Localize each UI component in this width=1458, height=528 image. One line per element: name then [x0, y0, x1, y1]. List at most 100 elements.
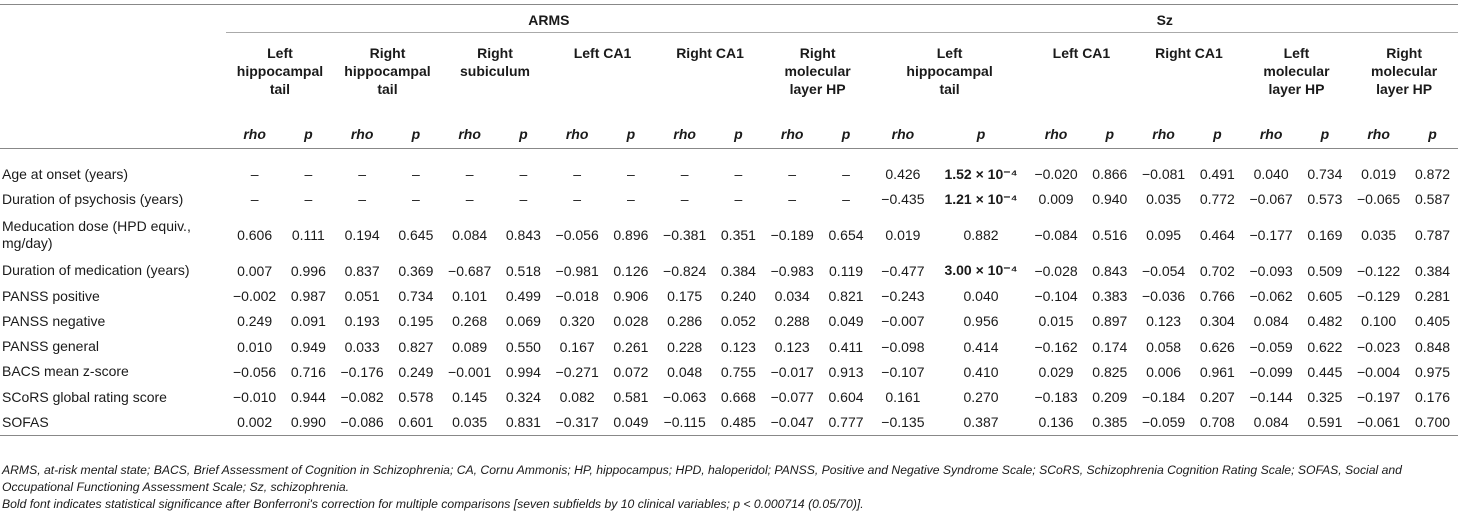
p-cell: 0.587: [1414, 191, 1451, 208]
p-cell: 0.324: [505, 389, 541, 406]
p-header: p: [1213, 126, 1222, 143]
row-label: PANSS general: [2, 338, 100, 355]
rho-cell: −0.056: [555, 227, 599, 244]
p-cell: 0.516: [1092, 227, 1128, 244]
rho-cell: 0.035: [1146, 191, 1182, 208]
p-cell: 0.249: [398, 363, 434, 380]
group-header-row: ARMS Sz: [0, 4, 1458, 33]
p-header: p: [734, 126, 743, 143]
rho-cell: −0.054: [1141, 262, 1186, 279]
p-cell: 0.351: [720, 227, 756, 244]
row-label: SOFAS: [2, 413, 49, 430]
corner-cell: [0, 5, 226, 33]
subfield-header: Left CA1: [1028, 33, 1136, 117]
p-cell: –: [842, 166, 850, 183]
p-cell: 0.949: [290, 338, 326, 355]
subfield-header-line: Right: [369, 45, 406, 61]
p-cell: 3.00 × 10⁻⁴: [944, 262, 1018, 279]
p-cell: 0.848: [1414, 338, 1451, 355]
p-cell: 0.872: [1414, 166, 1451, 183]
p-cell: 0.668: [720, 389, 756, 406]
table-row: Age at onset (years) – – – – – – – – – – – – 0.426 1.5…: [0, 162, 1458, 187]
p-cell: 0.111: [291, 227, 325, 244]
subfield-header: Left hippocampal tail: [226, 33, 334, 117]
rho-cell: −0.981: [555, 262, 599, 279]
subfield-header-line: Left CA1: [1052, 45, 1111, 61]
rho-cell: −0.176: [340, 363, 384, 380]
row-label: SCoRS global rating score: [2, 388, 167, 405]
p-cell: –: [627, 166, 635, 183]
table-row: Duration of psychosis (years) – – – – – – – – – – –…: [0, 187, 1458, 212]
rho-cell: –: [358, 166, 367, 183]
p-cell: 0.578: [398, 389, 434, 406]
rho-cell: −0.243: [881, 288, 925, 305]
rho-cell: −0.122: [1357, 262, 1401, 279]
p-cell: 0.605: [1307, 288, 1343, 305]
p-cell: 0.994: [505, 363, 541, 380]
p-cell: –: [627, 191, 635, 208]
p-cell: 0.913: [828, 363, 864, 380]
abbreviation-footnote: ARMS, at-risk mental state; BACS, Brief …: [2, 463, 1402, 494]
rho-header: rho: [243, 126, 266, 143]
p-cell: 0.072: [613, 363, 649, 380]
p-cell: 0.944: [290, 389, 326, 406]
p-cell: 0.975: [1414, 363, 1451, 380]
rho-cell: 0.006: [1146, 363, 1182, 380]
p-cell: 0.906: [613, 288, 649, 305]
rho-cell: 0.058: [1146, 338, 1182, 355]
rho-header: rho: [1367, 126, 1390, 143]
p-cell: 0.622: [1307, 338, 1343, 355]
p-cell: 0.207: [1199, 389, 1235, 406]
rho-cell: 0.002: [237, 414, 273, 431]
rho-cell: 0.286: [667, 313, 703, 330]
rho-cell: −0.020: [1034, 166, 1078, 183]
rho-cell: −0.084: [1034, 227, 1078, 244]
p-cell: 0.896: [613, 227, 649, 244]
rho-cell: 0.019: [1361, 166, 1397, 183]
table-row: PANSS negative 0.249 0.091 0.193 0.195 0.268 0…: [0, 309, 1458, 334]
rho-cell: −0.435: [881, 191, 925, 208]
rho-cell: −0.184: [1141, 389, 1186, 406]
p-cell: 0.384: [1414, 262, 1451, 279]
p-cell: 0.049: [828, 313, 864, 330]
significance-footnote: Bold font indicates statistical signific…: [2, 497, 864, 511]
p-cell: 0.961: [1199, 363, 1235, 380]
p-cell: 0.654: [828, 227, 864, 244]
p-header: p: [411, 126, 421, 143]
rho-cell: 0.040: [1253, 166, 1289, 183]
p-cell: 0.626: [1199, 338, 1235, 355]
rho-header: rho: [1259, 126, 1283, 143]
p-cell: 0.209: [1092, 389, 1128, 406]
rho-cell: 0.249: [237, 313, 273, 330]
p-cell: 0.052: [720, 313, 756, 330]
rho-cell: −0.028: [1034, 262, 1078, 279]
rho-cell: −0.010: [232, 389, 277, 406]
p-cell: –: [842, 191, 850, 208]
p-cell: 0.645: [398, 227, 434, 244]
rho-cell: −0.271: [555, 363, 599, 380]
rho-cell: 0.010: [237, 338, 273, 355]
rho-cell: 0.009: [1038, 191, 1074, 208]
rho-cell: −0.062: [1249, 288, 1293, 305]
subfield-header-line: Left: [267, 45, 293, 61]
subfield-header-line: molecular: [1263, 63, 1330, 79]
p-header: p: [1105, 126, 1115, 143]
rho-cell: 0.084: [1253, 313, 1289, 330]
p-cell: 0.700: [1414, 414, 1451, 431]
p-cell: 0.897: [1092, 313, 1128, 330]
rho-header: rho: [673, 126, 696, 143]
rho-cell: 0.194: [344, 227, 380, 244]
p-cell: –: [304, 166, 313, 183]
rho-cell: 0.095: [1146, 227, 1182, 244]
p-cell: 0.126: [613, 262, 649, 279]
p-cell: 0.777: [828, 414, 864, 431]
rho-cell: −0.144: [1249, 389, 1293, 406]
rho-cell: 0.268: [452, 313, 488, 330]
p-cell: 0.866: [1092, 166, 1128, 183]
p-cell: 0.040: [963, 288, 999, 305]
rho-cell: −0.115: [663, 414, 706, 431]
rho-cell: −0.082: [340, 389, 384, 406]
rho-cell: −0.063: [663, 389, 707, 406]
rho-header: rho: [780, 126, 804, 143]
rho-cell: –: [358, 191, 367, 208]
